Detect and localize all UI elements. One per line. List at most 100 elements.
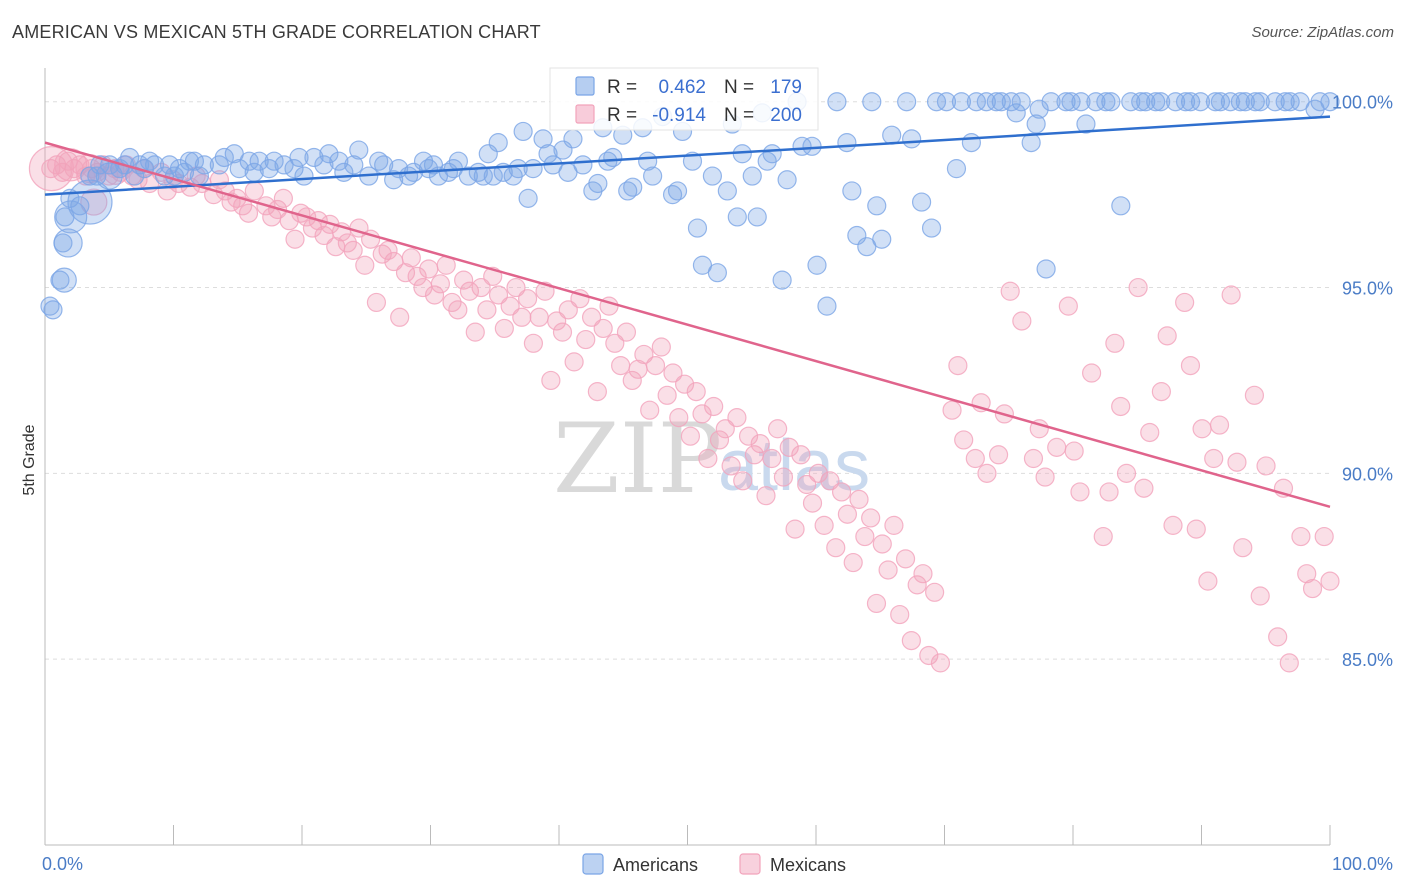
data-point [238, 203, 259, 223]
data-point [194, 155, 214, 175]
data-point [966, 92, 986, 112]
data-point [651, 337, 671, 357]
data-point [1320, 92, 1340, 112]
data-point [707, 263, 727, 283]
stats-legend: R = 0.462 N = 179 R = -0.914 N = 200 [549, 67, 819, 131]
data-point [564, 352, 584, 372]
stats-r-value: -0.914 [652, 105, 706, 126]
data-point [1035, 467, 1055, 487]
data-point [355, 255, 375, 275]
data-point [704, 396, 724, 417]
data-point [698, 448, 718, 469]
data-point [573, 155, 593, 175]
data-point [294, 166, 314, 186]
americans-trendline [44, 115, 1331, 196]
data-point [506, 277, 526, 298]
data-point [965, 448, 985, 469]
data-point [913, 564, 933, 584]
data-point [657, 385, 677, 405]
data-point [961, 133, 981, 153]
data-point [814, 515, 834, 535]
stats-swatch [575, 76, 595, 96]
data-point [986, 92, 1006, 112]
data-point [1230, 92, 1250, 112]
data-point [1140, 422, 1160, 443]
data-point [643, 166, 663, 186]
data-point [919, 645, 939, 666]
data-point [1244, 385, 1265, 405]
data-point [1235, 92, 1255, 112]
stats-r-label: R = [607, 105, 637, 126]
data-point [1121, 92, 1141, 112]
data-point [1275, 92, 1295, 112]
data-point [458, 166, 478, 186]
data-point [529, 307, 549, 327]
data-point [1151, 92, 1171, 112]
data-point [942, 400, 962, 420]
data-point [603, 147, 623, 168]
data-point [884, 515, 904, 535]
data-point [1136, 92, 1156, 112]
mexicans-points [28, 146, 1340, 673]
data-point [1314, 526, 1334, 547]
data-point [1175, 92, 1196, 112]
data-point [395, 263, 416, 283]
data-point [1036, 259, 1056, 279]
data-point [500, 296, 520, 316]
data-point [702, 166, 723, 186]
data-point [727, 408, 747, 428]
data-point [1070, 482, 1090, 502]
data-point [488, 285, 509, 305]
data-point [715, 419, 735, 439]
bottom-legend: Americans Mexicans [582, 853, 846, 875]
legend-swatch [739, 853, 761, 875]
data-point [1175, 292, 1195, 313]
data-point [721, 456, 741, 476]
legend-label: Americans [613, 855, 698, 875]
data-point [1023, 448, 1044, 469]
data-point [977, 463, 997, 483]
data-point [1198, 571, 1218, 591]
data-point [878, 560, 898, 580]
y-tick-label: 85.0% [1342, 650, 1393, 670]
data-point [1099, 482, 1119, 502]
data-point [541, 370, 561, 391]
data-point [611, 355, 631, 376]
data-point [378, 240, 398, 260]
data-point [344, 155, 364, 175]
data-point [419, 259, 439, 279]
data-point [762, 144, 782, 164]
data-point [669, 408, 689, 428]
data-point [680, 426, 701, 446]
data-point [273, 188, 293, 208]
data-point [401, 248, 421, 268]
data-point [901, 631, 921, 651]
data-point [284, 159, 304, 179]
data-point [911, 192, 932, 212]
data-point [264, 151, 284, 171]
data-point [1096, 92, 1116, 112]
y-tick-label: 90.0% [1342, 464, 1393, 484]
data-point [792, 136, 812, 156]
data-point [229, 159, 249, 179]
data-point [1268, 627, 1288, 647]
data-point [249, 151, 269, 171]
data-point [1061, 92, 1081, 112]
y-tick-label: 100.0% [1332, 93, 1393, 113]
data-point-large [80, 188, 108, 216]
data-point [1280, 92, 1300, 112]
data-point [1297, 564, 1317, 584]
data-point [1047, 437, 1067, 457]
data-point [925, 582, 945, 602]
data-point [808, 463, 828, 483]
data-point [477, 300, 497, 320]
data-point [289, 147, 309, 168]
data-point [448, 300, 468, 320]
data-point [43, 300, 63, 320]
y-tick-label: 95.0% [1342, 279, 1393, 299]
data-point [349, 140, 369, 160]
data-point [1041, 92, 1061, 112]
data-point [747, 207, 767, 227]
data-point [1012, 311, 1032, 331]
